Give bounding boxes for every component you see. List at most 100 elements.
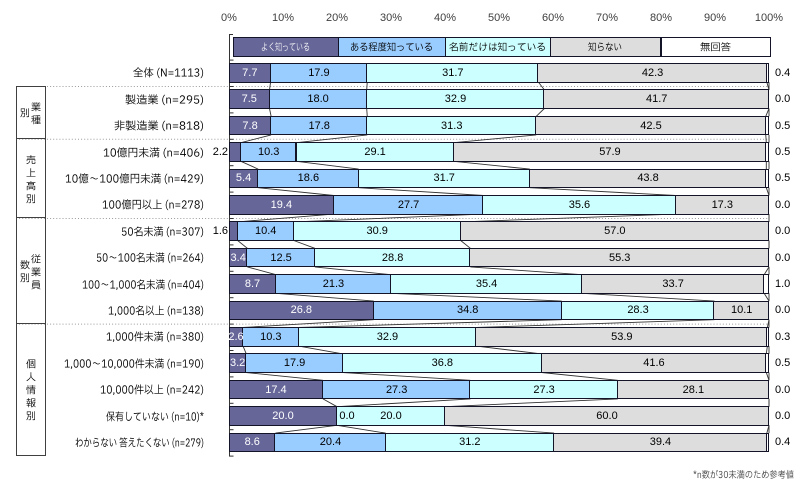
text-glyphs [82,279,204,290]
row-label: 10,000件以上 (n=242) [100,382,204,397]
group-label-char: 売 [26,153,36,167]
text-glyphs [106,410,204,422]
bar-value-label: 27.7 [397,198,420,211]
nonresponse-value-label: 0.4 [775,436,791,449]
text-glyphs [125,94,204,105]
bar-value-label: 34.8 [456,304,479,317]
legend-label: 名前だけは知っている [449,40,546,54]
bar-value-label: 20.0 [380,409,402,422]
bar-segment [765,353,769,373]
bar-value-label: 57.9 [599,145,621,158]
group-label-char: 個 [26,357,36,371]
row-label: 10億〜100億円未満 (n=429) [65,171,204,186]
bar-value-label: 18.6 [297,172,320,185]
bar-value-label: 41.6 [643,357,665,370]
bar-value-label: 36.8 [431,357,453,370]
bar-value-label: 21.3 [322,277,345,290]
group-label-char: 情 [26,383,36,397]
group-label-text: 個人情報別 [17,324,18,325]
x-axis-tick-label: 20% [325,11,349,24]
bar-value-label: 17.3 [711,198,733,211]
bar-value-label: 10.3 [257,145,280,158]
bar-value-label: 10.1 [731,304,753,317]
bar-segment [765,63,769,83]
text-glyphs [19,273,29,283]
text-glyphs [30,101,41,111]
bar-value-label: 29.1 [364,145,386,158]
text-glyphs [133,67,204,79]
nonresponse-value-label: 0.5 [775,119,791,132]
bar-value-label: 2.6 [228,330,244,343]
row-label: 非製造業 (n=818) [114,118,204,133]
bar-value-label: 17.9 [308,66,330,79]
bar-value-label: 20.0 [272,409,294,422]
group-label-text: 業種別 [17,87,18,88]
nonresponse-value-label: 0.0 [775,251,791,264]
nonresponse-value-label: 0.3 [775,330,791,343]
bar-value-label: 57.0 [604,225,626,238]
bar-segment [543,89,769,109]
row-label: 100億円以上 (n=278) [102,197,204,212]
x-axis-tick-label: 30% [379,11,403,24]
nonresponse-value-label: 0.5 [775,145,791,158]
x-axis-tick-label: 100% [754,11,784,24]
group-label-char: 業 [30,265,41,279]
x-axis-tick-label: 10% [271,11,295,24]
bar-value-label-outside: 2.2 [212,145,228,158]
bar-value-label: 42.3 [641,66,664,79]
text-glyphs [26,372,36,382]
bar-value-label: 42.5 [640,119,662,132]
nonresponse-value-label: 0.0 [775,304,791,317]
nonresponse-value-label: 0.0 [775,383,791,396]
bar-value-label: 8.6 [244,436,260,449]
text-glyphs [261,42,309,52]
bar-value-label: 33.7 [662,277,684,290]
text-glyphs [64,358,204,369]
bar-segment [766,327,769,347]
bar-value-label: 10.4 [254,225,277,238]
nonresponse-value-label: 0.0 [775,409,791,422]
group-label-char: 報 [26,396,36,410]
text-glyphs [26,411,35,421]
legend-label: 知らない [588,40,622,54]
bar-value-label: 7.8 [242,119,258,132]
text-glyphs [102,199,204,211]
group-label-char: 従 [30,252,41,266]
row-label: 保有していない (n=10)* [106,409,204,424]
text-glyphs [26,385,36,395]
nonresponse-value-label: 1.0 [775,277,791,290]
bar-value-label: 53.9 [611,330,633,343]
bar-value-label-outside: 1.6 [212,225,228,238]
bar-value-label: 17.4 [265,383,287,396]
legend-label: ある程度知っている [350,40,433,54]
text-glyphs [700,42,731,52]
nonresponse-value-label: 0.0 [775,93,791,106]
bar-value-label: 41.7 [645,93,668,106]
group-label-char: 上 [26,166,36,180]
group-label-char: 高 [26,179,36,193]
text-glyphs [693,469,794,479]
bar-value-label: 28.8 [381,251,404,264]
x-axis-tick-label: 0% [221,11,237,24]
bar-value-label: 3.4 [230,251,246,264]
group-label-text: 従業員数別 [17,218,18,219]
text-glyphs [100,384,204,396]
nonresponse-value-label: 0.4 [775,66,791,79]
bar-segment [444,406,769,426]
group-label-char: 別 [19,106,30,120]
text-glyphs [26,193,35,203]
text-glyphs [30,114,41,124]
x-axis-tick-label: 50% [487,11,511,24]
bar-value-label: 39.4 [649,436,672,449]
row-label: 1,000件未満 (n=380) [106,329,204,344]
bar-value-label: 20.4 [319,436,342,449]
text-glyphs [65,173,204,185]
bar-value-label: 7.5 [241,93,257,106]
group-label-char: 別 [19,271,30,285]
row-label: 1,000〜10,000件未満 (n=190) [64,356,204,371]
bar-segment [469,247,769,268]
bar-value-label: 19.4 [270,198,293,211]
nonresponse-value-label: 0.5 [775,357,791,370]
text-glyphs [350,42,432,52]
